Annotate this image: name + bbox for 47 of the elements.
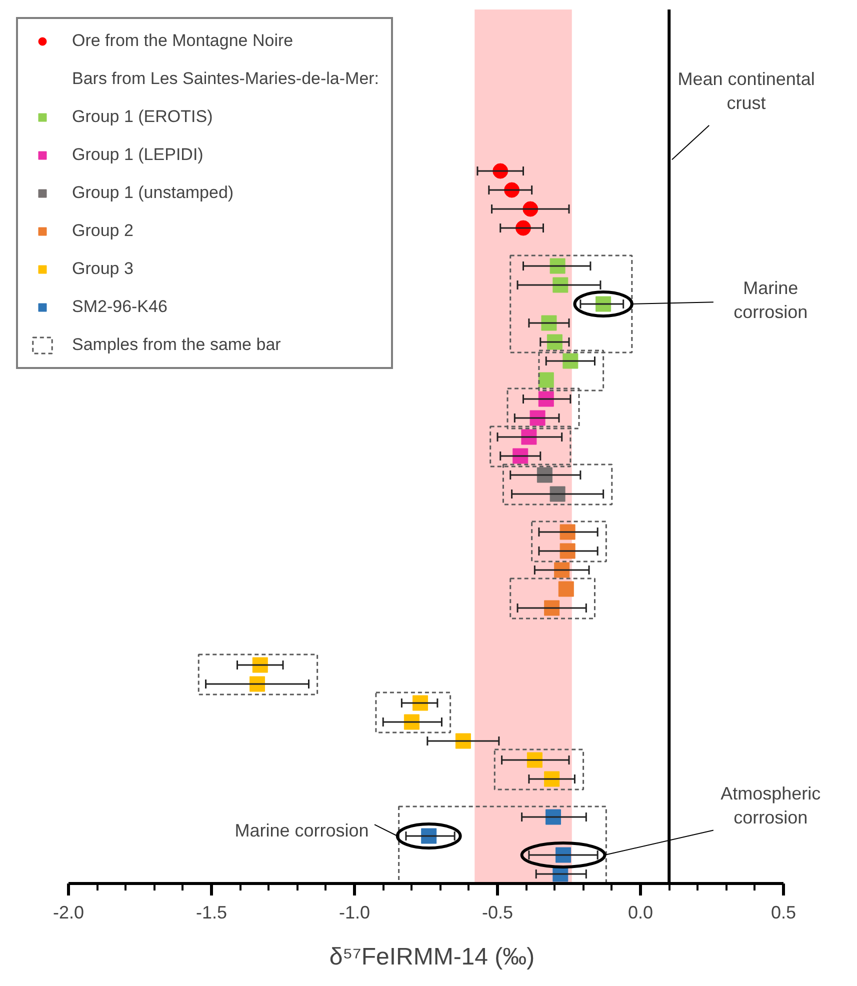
legend-label: Group 3: [72, 259, 134, 279]
annotation: Marine corrosion: [234, 820, 369, 840]
x-axis-title: δ⁵⁷FeIRMM-14 (‰): [329, 944, 535, 970]
point: [550, 258, 566, 274]
point: [455, 733, 471, 749]
point: [556, 847, 572, 863]
legend-label: Samples from the same bar: [72, 335, 281, 355]
legend-label: Group 1 (EROTIS): [72, 107, 213, 127]
point: [558, 581, 574, 597]
point: [250, 676, 266, 692]
point: [536, 467, 552, 483]
legend-label: Group 1 (LEPIDI): [72, 145, 204, 165]
point: [526, 752, 542, 768]
point: [521, 429, 537, 445]
point: [541, 315, 557, 331]
point: [544, 771, 560, 787]
point: [252, 657, 268, 673]
point: [544, 600, 560, 616]
point: [550, 486, 566, 502]
legend-label: SM2-96-K46: [72, 297, 168, 317]
x-tick-label: -1.0: [338, 902, 370, 922]
point: [512, 448, 528, 464]
point: [421, 828, 437, 844]
annotation: Marine corrosion: [734, 278, 808, 322]
point: [538, 372, 554, 388]
legend-title: Bars from Les Saintes-Maries-de-la-Mer:: [72, 69, 380, 89]
point: [412, 695, 428, 711]
point: [404, 714, 420, 730]
annotation: Atmospheric corrosion: [720, 784, 821, 828]
ref-line-label: Mean continental crust: [678, 69, 815, 114]
point: [560, 524, 576, 540]
x-tick-label: -2.0: [52, 902, 84, 922]
x-tick-label: 0.5: [770, 902, 796, 922]
point: [560, 543, 576, 559]
point: [538, 391, 554, 407]
point: [552, 277, 568, 293]
point: [546, 334, 562, 350]
legend-label: Ore from the Montagne Noire: [72, 31, 294, 51]
x-tick-label: 0.0: [628, 902, 654, 922]
point: [530, 410, 546, 426]
legend-label: Group 2: [72, 221, 134, 241]
point: [546, 809, 562, 825]
x-tick-label: -1.5: [196, 902, 228, 922]
x-tick-label: -0.5: [482, 902, 514, 922]
point: [554, 562, 570, 578]
legend-label: Group 1 (unstamped): [72, 183, 234, 203]
point: [562, 353, 578, 369]
